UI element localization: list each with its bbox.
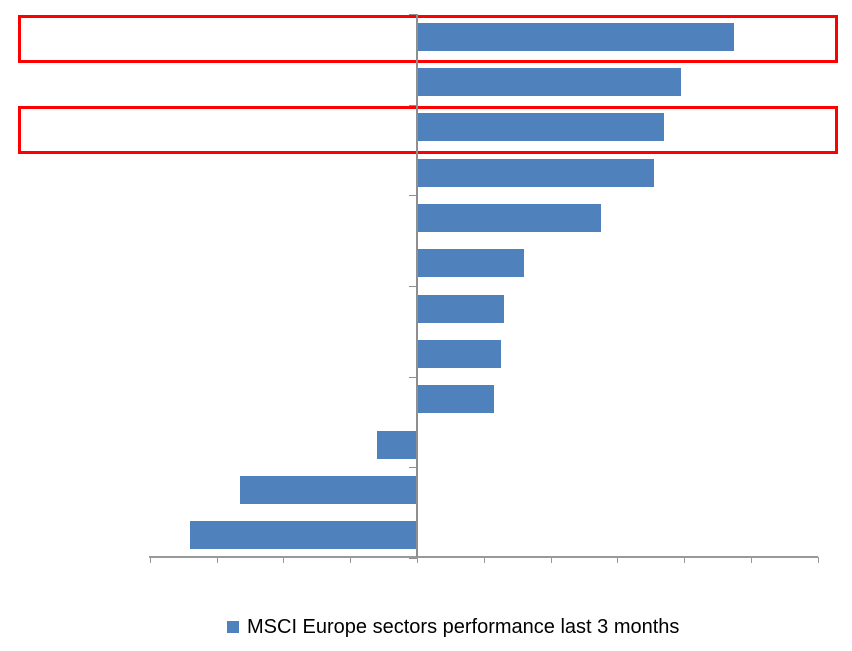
x-axis-tick	[617, 557, 619, 563]
bar	[417, 158, 655, 187]
category-axis-tick	[409, 14, 417, 15]
x-axis-tick	[350, 557, 352, 563]
highlight-box-real-estate	[18, 15, 838, 64]
legend: MSCI Europe sectors performance last 3 m…	[227, 615, 679, 639]
bar	[417, 294, 504, 323]
category-label	[0, 422, 133, 467]
bar	[189, 521, 417, 550]
x-axis-tick	[283, 557, 285, 563]
category-label	[0, 195, 133, 240]
x-axis-tick	[216, 557, 218, 563]
x-axis-tick	[684, 557, 686, 563]
category-label	[0, 513, 133, 558]
x-axis-tick	[149, 557, 151, 563]
x-axis-tick	[417, 557, 418, 563]
category-axis-tick	[409, 104, 417, 106]
category-axis-tick	[409, 467, 417, 469]
x-axis-line	[149, 556, 818, 558]
category-axis-line	[416, 14, 418, 557]
legend-swatch-icon	[227, 621, 239, 633]
bar	[417, 113, 665, 142]
category-label	[0, 467, 133, 512]
bar	[417, 249, 524, 278]
bar	[417, 385, 494, 414]
category-label	[0, 331, 133, 376]
category-label	[0, 241, 133, 286]
bar	[239, 475, 417, 504]
legend-label: MSCI Europe sectors performance last 3 m…	[247, 616, 680, 638]
category-axis-tick	[409, 285, 417, 287]
category-label	[0, 105, 133, 150]
category-axis-tick	[409, 195, 417, 197]
category-label	[0, 377, 133, 422]
bar	[376, 430, 417, 459]
x-axis-tick	[483, 557, 485, 563]
x-axis-tick	[751, 557, 752, 563]
bar	[417, 67, 681, 96]
x-axis-tick	[817, 557, 819, 563]
category-label	[0, 150, 133, 195]
bar	[417, 203, 601, 232]
x-axis-tick	[550, 557, 552, 563]
category-label	[0, 286, 133, 331]
category-label	[0, 14, 133, 59]
category-axis-tick	[409, 557, 417, 559]
category-label	[0, 59, 133, 104]
highlight-box-utilities	[18, 105, 838, 154]
bar	[417, 22, 735, 51]
bar	[417, 339, 501, 368]
category-axis-tick	[409, 376, 417, 378]
